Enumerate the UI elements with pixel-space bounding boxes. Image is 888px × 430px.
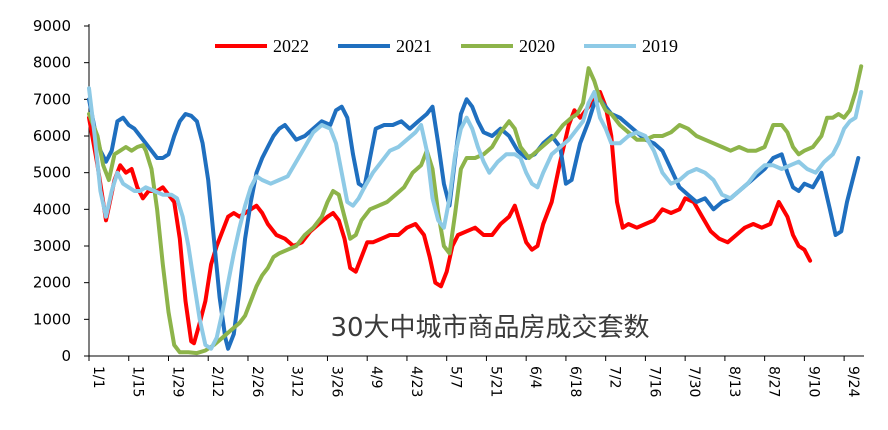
y-tick-label: 4000	[33, 200, 71, 218]
legend-label-2021: 2021	[396, 36, 432, 56]
x-tick-label: 1/1	[90, 366, 106, 389]
y-tick-label: 6000	[33, 127, 71, 145]
x-tick-label: 1/15	[130, 366, 146, 397]
x-tick-label: 4/23	[408, 366, 424, 397]
plot-area	[87, 64, 864, 356]
y-tick-label: 7000	[33, 90, 71, 108]
x-axis: 1/1 1/15 1/29 2/12 2/26 3/12 3/26 4/9 4/23 5/7 5/2…	[88, 355, 864, 398]
x-tick-label: 6/4	[527, 366, 543, 389]
legend-label-2019: 2019	[642, 36, 678, 56]
y-tick-label: 3000	[33, 237, 71, 255]
x-tick-label: 2/26	[249, 366, 265, 398]
x-tick-label: 3/12	[289, 366, 305, 397]
series-line-2019	[87, 86, 864, 351]
series-line-2020	[87, 64, 864, 356]
chart-title: 30大中城市商品房成交套数	[330, 313, 649, 343]
y-axis: 0 1000 2000 3000 4000 5000 6000 7000 8000 9000	[33, 17, 90, 365]
y-tick-label: 8000	[33, 54, 71, 72]
y-tick-label: 9000	[33, 17, 71, 35]
series-line-2021	[87, 97, 861, 351]
x-tick-label: 9/10	[805, 366, 821, 397]
x-tick-label: 8/27	[766, 366, 782, 397]
y-tick-label: 2000	[33, 274, 71, 292]
legend: 2022 2021 2020 2019	[215, 36, 678, 56]
x-tick-label: 5/21	[487, 366, 503, 397]
x-tick-label: 4/9	[368, 366, 384, 389]
x-tick-label: 1/29	[169, 366, 185, 397]
legend-label-2020: 2020	[519, 36, 555, 56]
x-tick-label: 6/18	[567, 366, 583, 397]
x-tick-label: 3/26	[328, 366, 344, 398]
x-tick-label: 7/30	[686, 366, 702, 397]
y-tick-label: 0	[61, 347, 71, 365]
x-tick-label: 7/16	[646, 366, 662, 398]
x-tick-label: 2/12	[209, 366, 225, 397]
y-tick-label: 5000	[33, 164, 71, 182]
x-tick-label: 5/7	[448, 366, 464, 389]
x-tick-label: 8/13	[726, 366, 742, 397]
x-tick-label: 7/2	[607, 366, 623, 389]
y-tick-label: 1000	[33, 310, 71, 328]
legend-label-2022: 2022	[273, 36, 309, 56]
x-tick-label: 9/24	[845, 366, 861, 398]
series-line-2022	[87, 90, 813, 346]
